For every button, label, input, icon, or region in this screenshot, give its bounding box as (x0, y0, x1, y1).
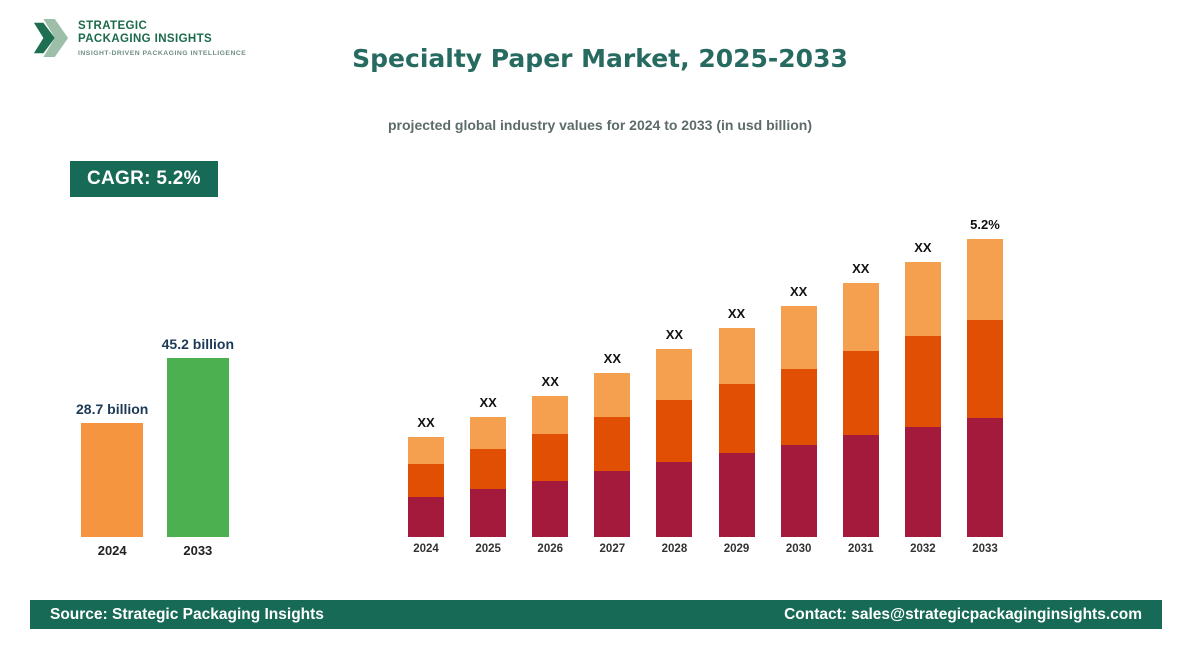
bar-value-label: XX (914, 240, 932, 255)
x-axis-label: 2024 (97, 543, 127, 558)
stacked-bar-2029 (718, 328, 755, 537)
bar-segment-middle (408, 464, 444, 497)
brand-logo: STRATEGIC PACKAGING INSIGHTS INSIGHT-DRI… (32, 14, 246, 62)
mini-bar-group: 28.7 billion 2024 (76, 401, 148, 560)
bar-segment-upper (718, 328, 755, 384)
bar-value-label: XX (603, 351, 621, 366)
stacked-bar-2030 (780, 306, 817, 537)
bar-segment-middle (780, 369, 817, 445)
x-axis-label: 2032 (910, 543, 936, 555)
bar-segment-middle (966, 320, 1003, 418)
x-axis-label: 2033 (972, 543, 998, 555)
x-axis-label: 2031 (847, 543, 874, 555)
bar-segment-lower (594, 471, 631, 537)
stacked-bar-2025 (470, 417, 507, 537)
bar-segment-upper (904, 262, 941, 336)
bar-value-label: XX (727, 306, 746, 321)
bar-value-label: 28.7 billion (76, 401, 149, 417)
stacked-bar-2033 (966, 239, 1003, 537)
bar-segment-lower (656, 462, 693, 537)
bar-segment-lower (408, 497, 444, 537)
stacked-bar-2028 (656, 349, 693, 537)
bar-segment-upper (780, 306, 817, 369)
stacked-bar-group: XX 2024 (408, 415, 444, 560)
stacked-bar-group: XX 2026 (532, 374, 569, 560)
bar-segment-lower (780, 445, 817, 537)
stacked-bar-2024 (408, 437, 444, 537)
bar-value-label: 5.2% (970, 217, 1000, 232)
brand-name-line1: STRATEGIC (78, 20, 148, 32)
bar-value-label: XX (541, 374, 559, 389)
bar-segment-middle (718, 384, 755, 453)
stacked-bar-group: XX 2028 (656, 327, 693, 560)
x-axis-label: 2030 (785, 543, 812, 555)
stacked-bar-group: XX 2030 (780, 284, 817, 560)
bar-segment-upper (470, 417, 507, 449)
bar-value-label: XX (665, 327, 684, 342)
cagr-badge: CAGR: 5.2% (70, 161, 218, 197)
bar-segment-upper (594, 373, 631, 417)
bar-2033 (166, 358, 229, 537)
stacked-bar-group: XX 2025 (470, 395, 507, 560)
bar-value-label: XX (479, 395, 497, 410)
brand-tagline: INSIGHT-DRIVEN PACKAGING INTELLIGENCE (78, 50, 247, 58)
bar-2024 (81, 423, 144, 537)
x-axis-label: 2024 (413, 543, 439, 555)
bar-segment-upper (656, 349, 693, 400)
x-axis-label: 2029 (723, 543, 750, 555)
bar-segment-upper (842, 283, 879, 351)
stacked-bar-group: XX 2031 (842, 261, 879, 560)
stacked-bar-group: XX 2029 (718, 306, 755, 560)
bar-value-label: XX (417, 415, 435, 430)
x-axis-label: 2033 (183, 543, 213, 558)
page-subtitle: projected global industry values for 202… (388, 117, 812, 133)
bar-segment-middle (532, 434, 569, 481)
bar-segment-upper (408, 437, 444, 464)
brand-logo-text: STRATEGIC PACKAGING INSIGHTS INSIGHT-DRI… (78, 14, 246, 58)
x-axis-label: 2027 (599, 543, 626, 555)
bar-segment-middle (842, 351, 879, 435)
footer-source: Source: Strategic Packaging Insights (50, 605, 324, 623)
x-axis-label: 2028 (661, 543, 688, 555)
stacked-bar-group: XX 2027 (594, 351, 631, 560)
bar-segment-middle (904, 336, 941, 427)
stacked-bar-2031 (842, 283, 879, 537)
growth-comparison-chart: 28.7 billion 2024 45.2 billion 2033 (76, 336, 234, 560)
page-title: Specialty Paper Market, 2025-2033 (352, 44, 848, 73)
x-axis-label: 2025 (475, 543, 501, 555)
x-axis-label: 2026 (537, 543, 564, 555)
bar-segment-upper (532, 396, 569, 434)
stacked-bar-2027 (594, 373, 631, 537)
bar-segment-middle (594, 417, 631, 471)
stacked-bar-group: 5.2% 2033 (966, 217, 1003, 560)
bar-segment-lower (842, 435, 879, 537)
bar-value-label: XX (789, 284, 808, 299)
bar-segment-lower (532, 481, 569, 537)
stacked-bar-2026 (532, 396, 569, 537)
stacked-bar-2032 (904, 262, 941, 537)
mini-bar-group: 45.2 billion 2033 (162, 336, 234, 560)
stacked-bar-group: XX 2032 (904, 240, 941, 560)
projection-chart: XX 2024 XX 2025 XX 2026 XX 2027 XX 2028 XX 2029 XX 20… (408, 217, 1003, 560)
footer-contact: Contact: sales@strategicpackaginginsight… (784, 605, 1142, 623)
bar-segment-lower (904, 427, 941, 537)
footer-bar: Source: Strategic Packaging Insights Con… (30, 600, 1162, 629)
bar-segment-middle (656, 400, 693, 462)
brand-name-line2: PACKAGING INSIGHTS (78, 33, 213, 46)
bar-value-label: XX (852, 261, 870, 276)
bar-segment-lower (470, 489, 507, 537)
chevron-logo-icon (33, 19, 69, 57)
bar-segment-lower (718, 453, 755, 537)
bar-segment-middle (470, 449, 507, 489)
bar-value-label: 45.2 billion (161, 336, 234, 352)
bar-segment-lower (966, 418, 1003, 537)
bar-segment-upper (966, 239, 1003, 320)
